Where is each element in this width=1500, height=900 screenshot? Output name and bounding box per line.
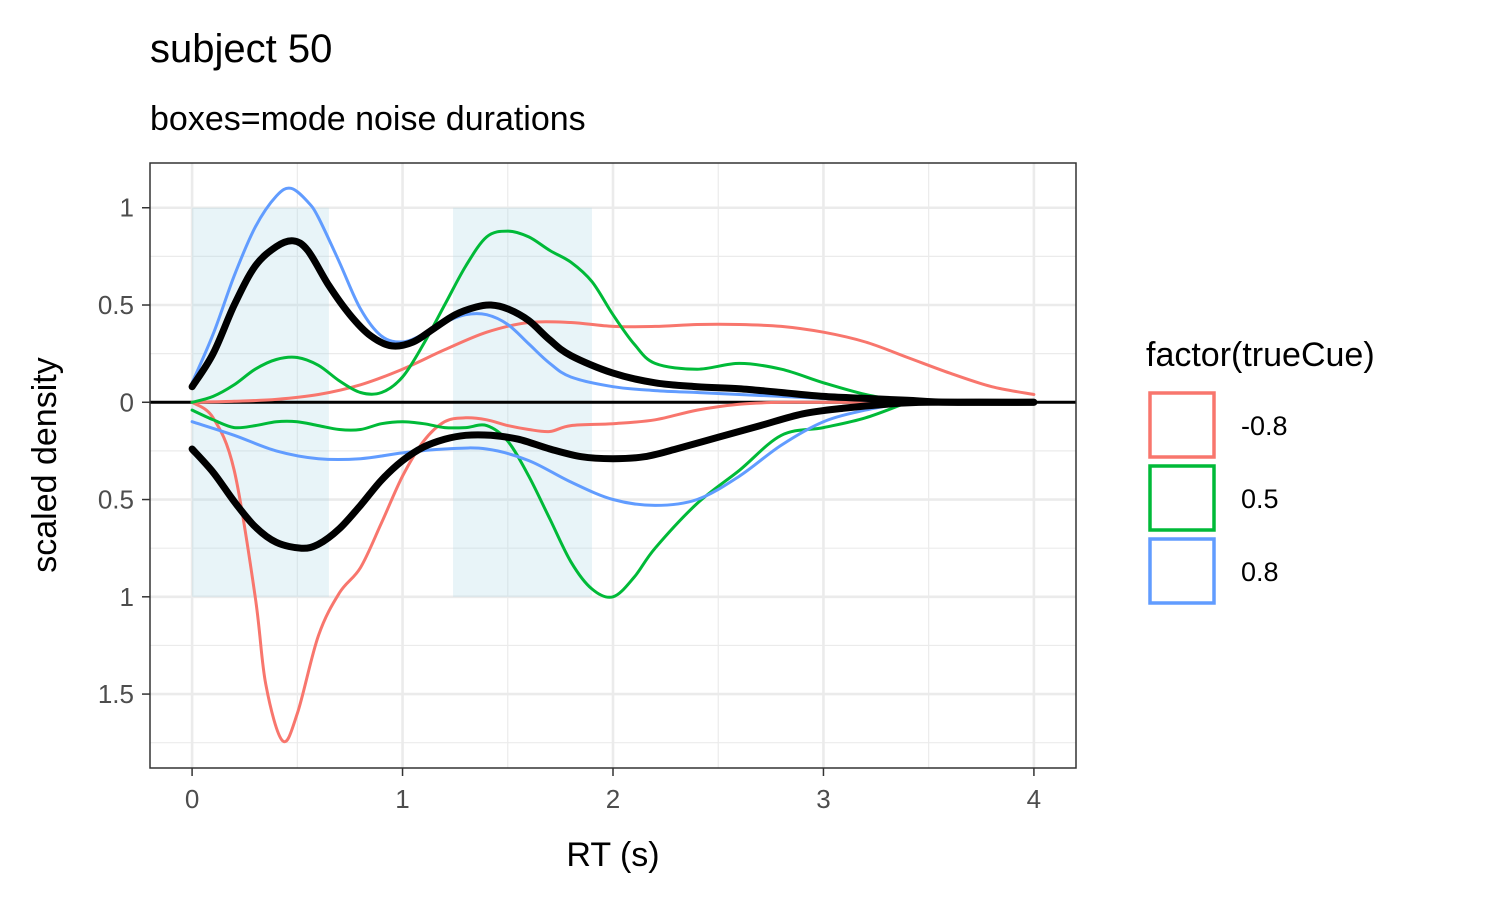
legend-entries: -0.8 0.5 0.8 bbox=[1148, 391, 1288, 605]
y-tick-label: 0 bbox=[120, 387, 134, 417]
y-tick-label: 1 bbox=[120, 582, 134, 612]
legend-key-0.5 bbox=[1148, 464, 1216, 532]
legend-key-0.8 bbox=[1148, 537, 1216, 605]
series-lines bbox=[150, 186, 1076, 744]
mean-line-upper bbox=[188, 237, 1038, 406]
legend-label--0.8: -0.8 bbox=[1241, 411, 1288, 441]
x-tick-label: 3 bbox=[816, 784, 830, 814]
y-axis-title: scaled density bbox=[26, 357, 64, 572]
series-line--0.8-upper bbox=[190, 320, 1036, 404]
y-axis-ticks: 1 0.5 0 0.5 1 1.5 bbox=[98, 193, 150, 709]
legend-label-0.5: 0.5 bbox=[1241, 484, 1279, 514]
x-tick-label: 4 bbox=[1027, 784, 1041, 814]
y-tick-label: 1 bbox=[120, 193, 134, 223]
mean-line-lower bbox=[188, 398, 1038, 552]
y-tick-label: 0.5 bbox=[98, 485, 134, 515]
y-tick-label: 0.5 bbox=[98, 290, 134, 320]
x-tick-label: 0 bbox=[185, 784, 199, 814]
chart-title: subject 50 bbox=[150, 27, 332, 71]
legend: factor(trueCue) -0.8 0.5 0.8 bbox=[1146, 336, 1375, 605]
x-axis-ticks: 0 1 2 3 4 bbox=[185, 768, 1041, 814]
series-line-0.8-lower bbox=[190, 400, 910, 507]
legend-key--0.8 bbox=[1148, 391, 1216, 459]
legend-label-0.8: 0.8 bbox=[1241, 557, 1279, 587]
series-line-0.5-upper bbox=[190, 229, 910, 404]
x-axis-title: RT (s) bbox=[566, 836, 659, 874]
y-tick-label: 1.5 bbox=[98, 679, 134, 709]
series-line--0.8-lower bbox=[190, 400, 1036, 744]
x-tick-label: 1 bbox=[395, 784, 409, 814]
legend-title: factor(trueCue) bbox=[1146, 336, 1375, 374]
chart-subtitle: boxes=mode noise durations bbox=[150, 100, 586, 138]
x-tick-label: 2 bbox=[606, 784, 620, 814]
